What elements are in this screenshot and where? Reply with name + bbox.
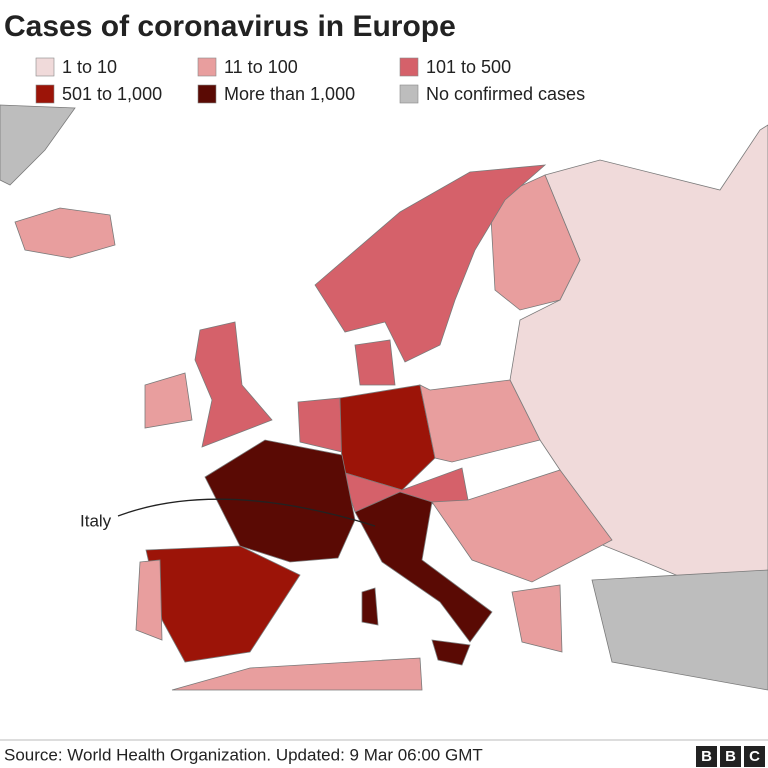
north-africa	[171, 657, 423, 691]
balkans	[431, 469, 613, 583]
portugal	[135, 559, 163, 641]
logo-box	[696, 746, 717, 767]
logo-box	[744, 746, 765, 767]
annotation: Italy	[80, 511, 112, 530]
legend-label: More than 1,000	[224, 84, 355, 104]
germany	[339, 384, 436, 491]
greece	[511, 584, 563, 653]
legend-swatch	[399, 84, 419, 104]
map	[0, 104, 768, 691]
legend-label: 11 to 100	[224, 57, 298, 77]
benelux	[297, 397, 343, 453]
scandinavia	[314, 164, 547, 363]
russia-east	[509, 124, 768, 586]
alps	[341, 467, 469, 513]
logo-letter: B	[701, 748, 712, 765]
turkey	[591, 569, 768, 691]
greenland	[0, 104, 76, 186]
italy	[354, 491, 493, 643]
title: Cases of coronavirus in Europe	[4, 10, 456, 43]
legend-swatch	[197, 84, 217, 104]
finland	[489, 174, 581, 311]
iceland	[14, 207, 116, 259]
legend-label: 501 to 1,000	[62, 84, 162, 104]
legend: 1 to 10 11 to 100 101 to 500 501 to 1,000 Mo…	[35, 57, 585, 104]
legend-label: No confirmed cases	[426, 84, 585, 104]
france	[204, 439, 356, 563]
legend-swatch	[35, 57, 55, 77]
spain	[145, 545, 301, 663]
annotation-line	[117, 498, 376, 527]
legend-swatch	[197, 57, 217, 77]
sicily	[431, 639, 471, 666]
poland	[419, 379, 541, 463]
source: Source: World Health Organization. Updat…	[4, 745, 483, 764]
legend-label: 1 to 10	[62, 57, 117, 77]
denmark	[354, 339, 396, 386]
legend-label: 101 to 500	[426, 57, 511, 77]
logo-box	[720, 746, 741, 767]
logo-letter: C	[749, 748, 760, 765]
uk	[194, 321, 273, 448]
sardinia	[361, 587, 379, 626]
legend-swatch	[399, 57, 419, 77]
logo-letter: B	[725, 748, 736, 765]
ireland	[144, 372, 193, 429]
legend-swatch	[35, 84, 55, 104]
